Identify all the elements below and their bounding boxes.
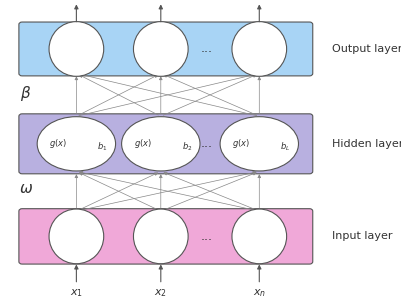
Ellipse shape: [231, 209, 286, 264]
Text: Input layer: Input layer: [331, 231, 391, 241]
Ellipse shape: [49, 22, 103, 76]
Text: $x_n$: $x_n$: [252, 288, 265, 300]
Text: $\beta$: $\beta$: [20, 84, 32, 103]
Text: $\omega$: $\omega$: [19, 181, 33, 196]
Text: $x_1$: $x_1$: [70, 288, 83, 300]
FancyBboxPatch shape: [19, 114, 312, 174]
Ellipse shape: [37, 117, 115, 171]
Ellipse shape: [133, 22, 188, 76]
Text: $b_L$: $b_L$: [279, 141, 290, 153]
Ellipse shape: [122, 117, 200, 171]
Text: $g(x)$: $g(x)$: [134, 137, 151, 150]
Text: ...: ...: [200, 43, 213, 55]
Text: ...: ...: [200, 137, 213, 150]
Text: $x_2$: $x_2$: [154, 288, 167, 300]
Ellipse shape: [133, 209, 188, 264]
Text: $g(x)$: $g(x)$: [49, 137, 67, 150]
Ellipse shape: [231, 22, 286, 76]
Text: ...: ...: [200, 230, 213, 243]
FancyBboxPatch shape: [19, 209, 312, 264]
Text: $b_1$: $b_1$: [97, 141, 107, 153]
Ellipse shape: [220, 117, 298, 171]
Text: $b_2$: $b_2$: [181, 141, 192, 153]
Text: Output layer: Output layer: [331, 44, 401, 54]
Ellipse shape: [49, 209, 103, 264]
Text: Hidden layer: Hidden layer: [331, 139, 401, 149]
FancyBboxPatch shape: [19, 22, 312, 76]
Text: $g(x)$: $g(x)$: [232, 137, 249, 150]
